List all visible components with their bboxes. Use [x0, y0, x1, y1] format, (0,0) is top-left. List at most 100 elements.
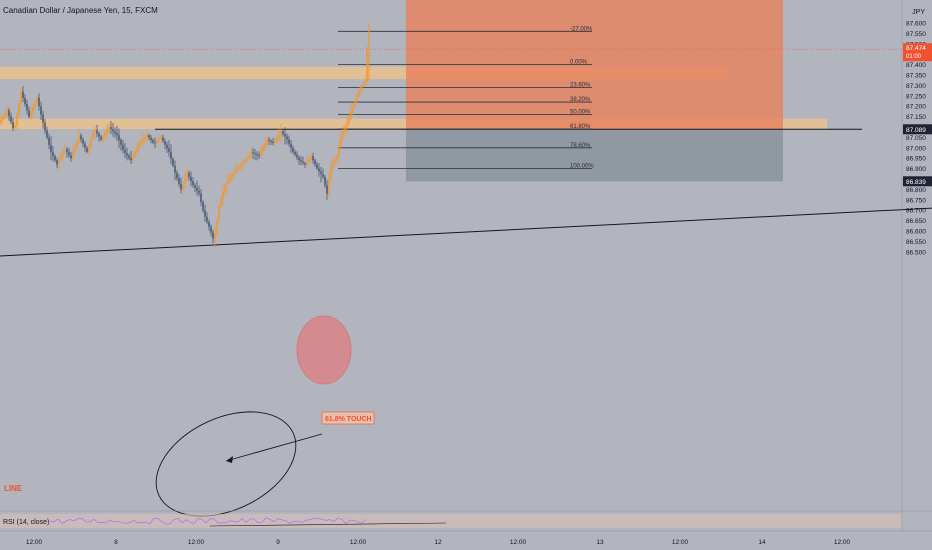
candle-body	[110, 127, 112, 130]
candle-body	[158, 139, 160, 141]
rsi-label: RSI (14, close)	[3, 519, 49, 526]
candle-body	[236, 168, 238, 172]
candle-body	[218, 206, 220, 221]
time-tick: 12:00	[188, 539, 205, 546]
candle-body	[4, 113, 6, 117]
candle-body	[264, 143, 266, 148]
level-a-value: 87.089	[906, 127, 926, 134]
candle-body	[24, 97, 26, 105]
reversal-circle	[296, 315, 352, 385]
price-tick: 87.350	[906, 73, 926, 80]
candle-body	[54, 156, 56, 161]
line-label: LINE	[4, 484, 23, 493]
candle-body	[70, 155, 72, 159]
rsi-line	[48, 517, 367, 525]
price-tick: 87.600	[906, 21, 926, 28]
candle-body	[160, 137, 162, 140]
price-tick: 86.700	[906, 208, 926, 215]
candle-body	[206, 216, 208, 222]
touch-label: 61.8% TOUCH	[325, 416, 372, 423]
candle-body	[42, 114, 44, 123]
price-tick: 87.300	[906, 83, 926, 90]
candle-body	[166, 144, 168, 149]
candle-body	[316, 164, 318, 169]
candle-body	[130, 157, 132, 161]
stop-zone-box	[406, 129, 783, 182]
candle-body	[84, 143, 86, 148]
candle-body	[240, 165, 242, 167]
candle-body	[62, 150, 64, 155]
fib-label-3: 38.20%	[570, 97, 591, 103]
candle-body	[334, 158, 336, 162]
price-tick: 87.550	[906, 31, 926, 38]
candle-body	[308, 158, 310, 162]
candle-body	[304, 163, 306, 165]
candle-body	[182, 183, 184, 190]
candle-body	[360, 86, 362, 90]
price-axis[interactable]: 87.60087.55087.50087.45087.40087.35087.3…	[901, 0, 932, 531]
candle-body	[222, 192, 224, 200]
candle-body	[290, 143, 292, 148]
price-tick: 86.900	[906, 166, 926, 173]
candle-body	[256, 154, 258, 156]
candle-body	[332, 161, 334, 165]
candle-body	[164, 141, 166, 145]
price-tick: 87.200	[906, 104, 926, 111]
fib-label-0: -27.00%	[570, 26, 593, 32]
candle-body	[300, 160, 302, 162]
candle-body	[120, 140, 122, 145]
candle-body	[66, 149, 68, 153]
candle-body	[192, 181, 194, 186]
candle-body	[302, 161, 304, 164]
candle-body	[132, 156, 134, 161]
candle-body	[346, 122, 348, 127]
candle-body	[2, 116, 4, 120]
candle-body	[268, 139, 270, 141]
candle-body	[38, 97, 40, 107]
candle-body	[266, 139, 268, 144]
candle-body	[82, 139, 84, 144]
candle-body	[270, 140, 272, 142]
candle-body	[242, 163, 244, 166]
candle-body	[56, 160, 58, 165]
candle-body	[168, 148, 170, 152]
price-tick: 86.600	[906, 229, 926, 236]
candle-body	[314, 160, 316, 165]
time-axis[interactable]: 12:00 8 12:00 9 12:00 12 12:00 13 12:00 14 12:00	[0, 530, 932, 546]
candle-body	[124, 149, 126, 154]
candle-body	[202, 201, 204, 211]
fib-label-2: 23.60%	[570, 82, 591, 88]
candle-body	[150, 137, 152, 141]
candle-body	[280, 131, 282, 135]
fib-label-7: 100.00%	[570, 164, 594, 170]
level-b-tag	[903, 176, 932, 187]
candle-body	[282, 131, 284, 134]
candle-body	[20, 91, 22, 103]
candle-body	[258, 155, 260, 157]
candle-body	[112, 129, 114, 132]
touch-arrowhead	[226, 456, 233, 463]
candle-body	[116, 133, 118, 136]
candle-body	[366, 47, 368, 82]
candle-body	[320, 171, 322, 175]
time-tick: 12	[434, 539, 442, 546]
candle-body	[162, 137, 164, 142]
candle-body	[318, 168, 320, 172]
candle-body	[78, 135, 80, 142]
candle-body	[134, 151, 136, 157]
candle-body	[136, 147, 138, 152]
candle-body	[8, 110, 10, 117]
countdown-value: 01:00	[906, 54, 922, 60]
price-tick: 86.800	[906, 187, 926, 194]
candle-body	[100, 136, 102, 140]
candle-body	[156, 140, 158, 143]
candle-body	[142, 139, 144, 142]
candle-body	[198, 190, 200, 194]
candle-body	[244, 160, 246, 164]
candle-body	[30, 111, 32, 117]
candle-body	[102, 136, 104, 140]
rsi-trendline	[209, 522, 447, 527]
position-box-layer	[406, 0, 783, 182]
